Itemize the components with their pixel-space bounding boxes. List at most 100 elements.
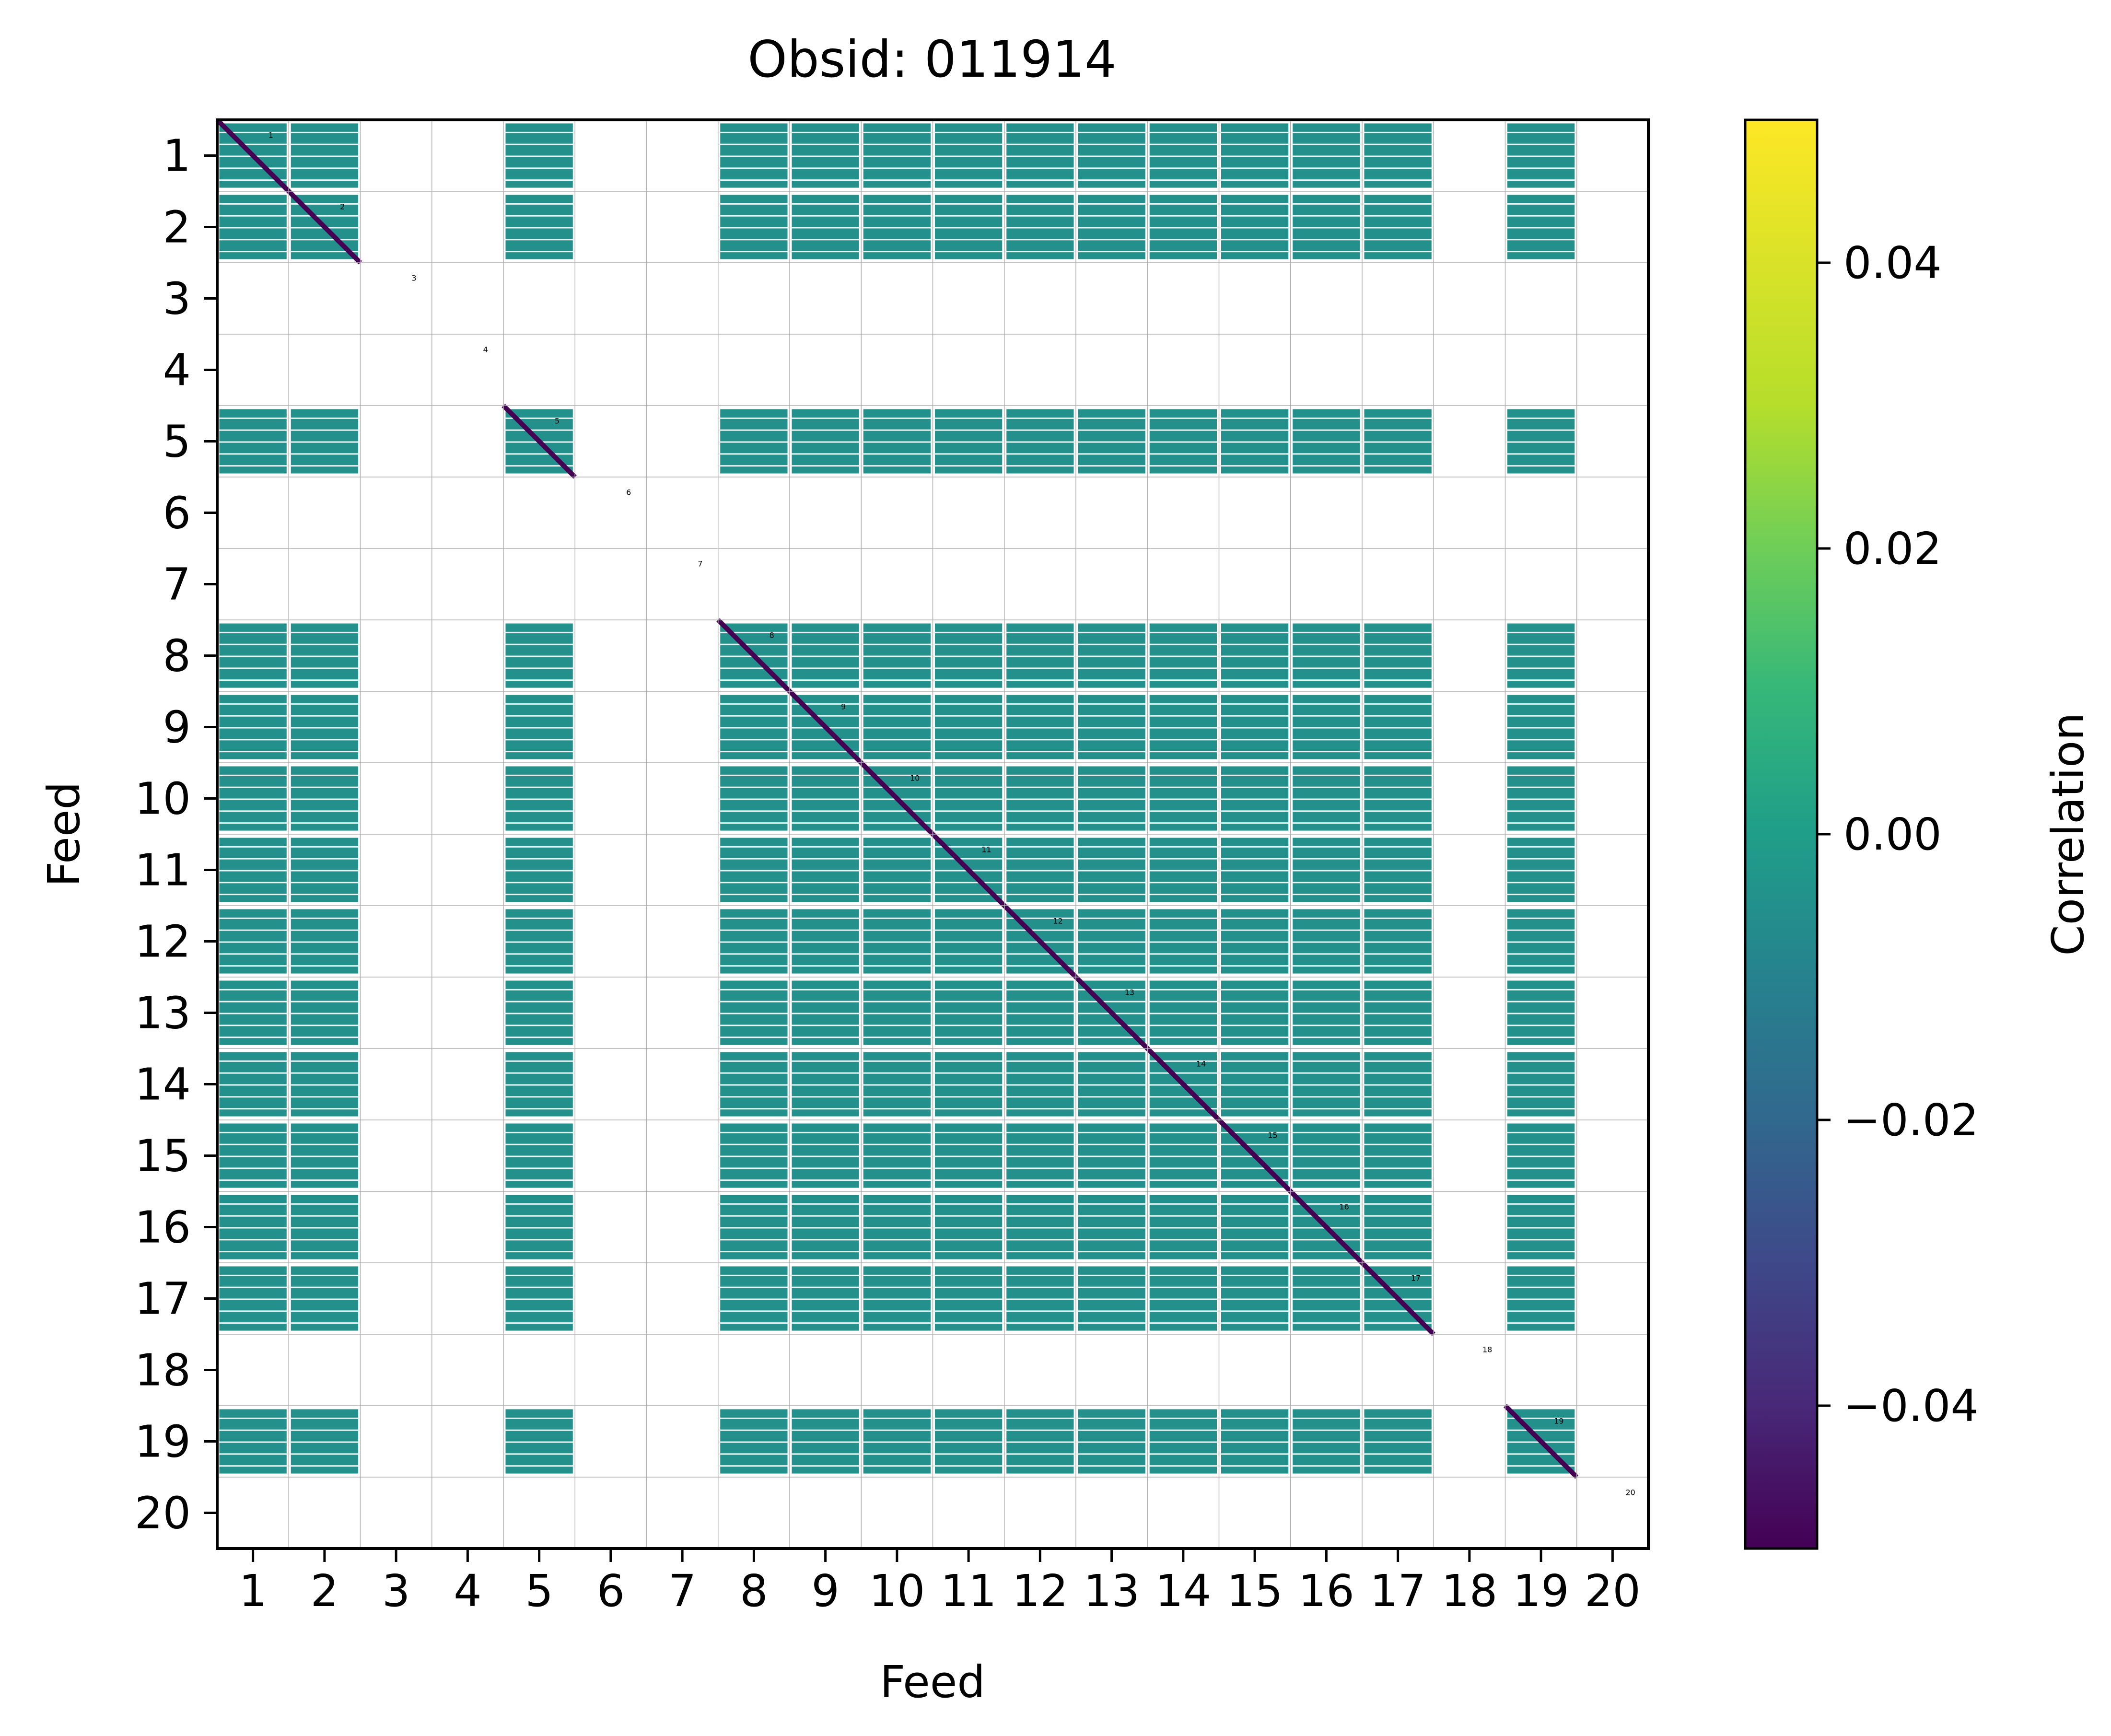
x-tick-label: 14: [1155, 1565, 1211, 1617]
heatmap-cell: [217, 766, 289, 831]
x-tick-label: 11: [941, 1565, 997, 1617]
heatmap-cell: [1290, 1123, 1362, 1188]
heatmap-cell: [1076, 409, 1148, 474]
heatmap-cell: [289, 623, 361, 688]
x-axis-label: Feed: [880, 1656, 985, 1708]
heatmap-cell: [718, 838, 790, 902]
heatmap-cell: [289, 409, 361, 474]
heatmap-cell: [289, 123, 361, 188]
heatmap-cell: [1505, 980, 1577, 1045]
heatmap-cells: [215, 118, 1579, 1479]
heatmap-cell: [1362, 1195, 1434, 1259]
heatmap-cell: [933, 623, 1004, 688]
heatmap-cell: [1076, 1266, 1148, 1331]
heatmap-cell: [1505, 1052, 1577, 1117]
heatmap-cell: [1076, 1052, 1148, 1117]
plot-frame: [216, 118, 1650, 1550]
heatmap-cell: [289, 909, 361, 974]
heatmap-cell: [1219, 980, 1291, 1045]
heatmap-cell: [289, 1266, 361, 1331]
heatmap-cell: [503, 838, 575, 902]
heatmap-cell: [1217, 1118, 1293, 1193]
heatmap-cell: [503, 1052, 575, 1117]
heatmap-cell: [503, 980, 575, 1045]
heatmap-cell: [1289, 1189, 1364, 1265]
heatmap-cell: [1219, 1266, 1291, 1331]
heatmap-cell: [1362, 1409, 1434, 1474]
heatmap-cell: [1004, 195, 1076, 259]
colorbar-ticks: 0.04 0.02 0.00 −0.02 −0.04: [1817, 237, 1979, 1432]
heatmap-cell: [289, 1052, 361, 1117]
heatmap-cell: [1004, 766, 1076, 831]
heatmap-cell: [1290, 1266, 1362, 1331]
heatmap-cell: [1219, 409, 1291, 474]
heatmap-cell: [1145, 1047, 1221, 1122]
heatmap-cell: [289, 766, 361, 831]
diagonal-label: 2: [340, 202, 345, 211]
y-tick-label: 10: [135, 773, 191, 825]
heatmap-cell: [503, 695, 575, 759]
y-axis-label: Feed: [38, 781, 90, 887]
diagonal-label: 6: [626, 488, 631, 497]
x-tick-label: 9: [811, 1565, 840, 1617]
diagonal-label: 16: [1340, 1202, 1349, 1211]
y-tick-label: 19: [135, 1416, 191, 1468]
diagonal-label: 5: [555, 416, 560, 425]
heatmap-cell: [1004, 980, 1076, 1045]
heatmap-cell: [1290, 1052, 1362, 1117]
heatmap-cell: [217, 409, 289, 474]
y-tick-label: 16: [135, 1202, 191, 1253]
heatmap-cell: [1505, 909, 1577, 974]
heatmap-cell: [217, 909, 289, 974]
heatmap-cell: [1076, 623, 1148, 688]
heatmap-cell: [1219, 909, 1291, 974]
heatmap-cell: [1147, 123, 1219, 188]
heatmap-cell: [718, 123, 790, 188]
diagonal-label: 7: [698, 559, 702, 568]
heatmap-cell: [1147, 1195, 1219, 1259]
colorbar-tick-label: 0.02: [1843, 523, 1942, 574]
heatmap-cell: [1290, 695, 1362, 759]
heatmap-cell: [861, 1409, 933, 1474]
heatmap-cell: [790, 1266, 862, 1331]
heatmap-cell: [790, 123, 862, 188]
heatmap-cell: [790, 766, 862, 831]
heatmap-cell: [1076, 1409, 1148, 1474]
heatmap-cell: [1362, 123, 1434, 188]
heatmap-cell: [1076, 1195, 1148, 1259]
heatmap-cell: [1505, 1266, 1577, 1331]
y-tick-label: 2: [163, 202, 191, 253]
heatmap-cell: [1076, 1123, 1148, 1188]
heatmap-cell: [861, 195, 933, 259]
heatmap-cell: [861, 123, 933, 188]
heatmap-cell: [1004, 1266, 1076, 1331]
heatmap-cell: [289, 838, 361, 902]
x-tick-label: 3: [382, 1565, 410, 1617]
heatmap-cell: [1362, 623, 1434, 688]
x-tick-label: 18: [1441, 1565, 1497, 1617]
heatmap-cell: [1147, 1123, 1219, 1188]
heatmap-cell: [1147, 409, 1219, 474]
heatmap-cell: [1076, 766, 1148, 831]
y-tick-label: 15: [135, 1130, 191, 1182]
heatmap-cell: [502, 404, 577, 479]
heatmap-cell: [289, 1195, 361, 1259]
heatmap-cell: [1147, 766, 1219, 831]
heatmap-cell: [718, 409, 790, 474]
heatmap-cell: [718, 195, 790, 259]
heatmap-cell: [931, 832, 1006, 908]
heatmap-cell: [1290, 1409, 1362, 1474]
heatmap-cell: [217, 980, 289, 1045]
heatmap-cell: [790, 409, 862, 474]
colorbar-label: Correlation: [2042, 712, 2094, 955]
heatmap-cell: [217, 1266, 289, 1331]
heatmap-cell: [503, 1195, 575, 1259]
heatmap-cell: [1290, 195, 1362, 259]
heatmap-cell: [289, 695, 361, 759]
x-tick-label: 6: [597, 1565, 625, 1617]
y-tick-label: 14: [135, 1059, 191, 1110]
x-tick-label: 2: [311, 1565, 339, 1617]
diagonal-label: 10: [910, 773, 920, 782]
x-tick-label: 19: [1513, 1565, 1569, 1617]
